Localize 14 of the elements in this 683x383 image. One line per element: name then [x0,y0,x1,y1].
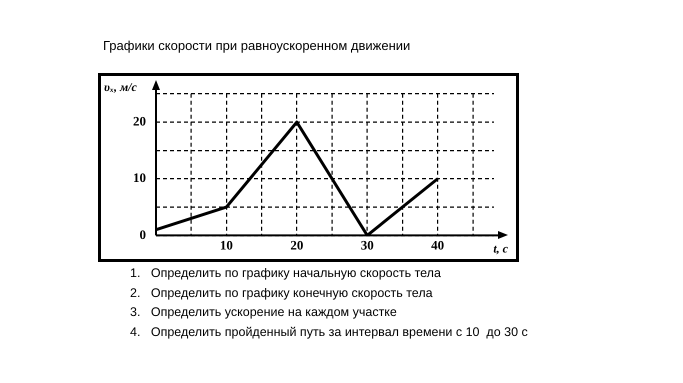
x-tick-label: 30 [360,238,374,253]
y-tick-label: 10 [133,170,146,186]
text: 4. Определить пройденный путь за интервал времени с 10 до 30 с [130,324,528,341]
y-tick-label: 0 [140,226,146,242]
y-axis-title: υₓ, м/с [104,80,138,94]
text: 2. Определить по графику конечную скорость тела [130,284,434,302]
x-tick-label: 40 [431,238,444,253]
x-tick-label: 20 [290,238,304,253]
chart-title: Графики скорости при равноускоренном движении [103,38,410,53]
x-tick-label: 10 [220,238,233,253]
x-axis-title: t, с [493,241,509,256]
text: 3. Определить ускорение на каждом участке [130,304,398,321]
y-tick-label: 20 [133,113,146,128]
text: 1. Определить по графику начальную скорость тела [130,265,442,282]
